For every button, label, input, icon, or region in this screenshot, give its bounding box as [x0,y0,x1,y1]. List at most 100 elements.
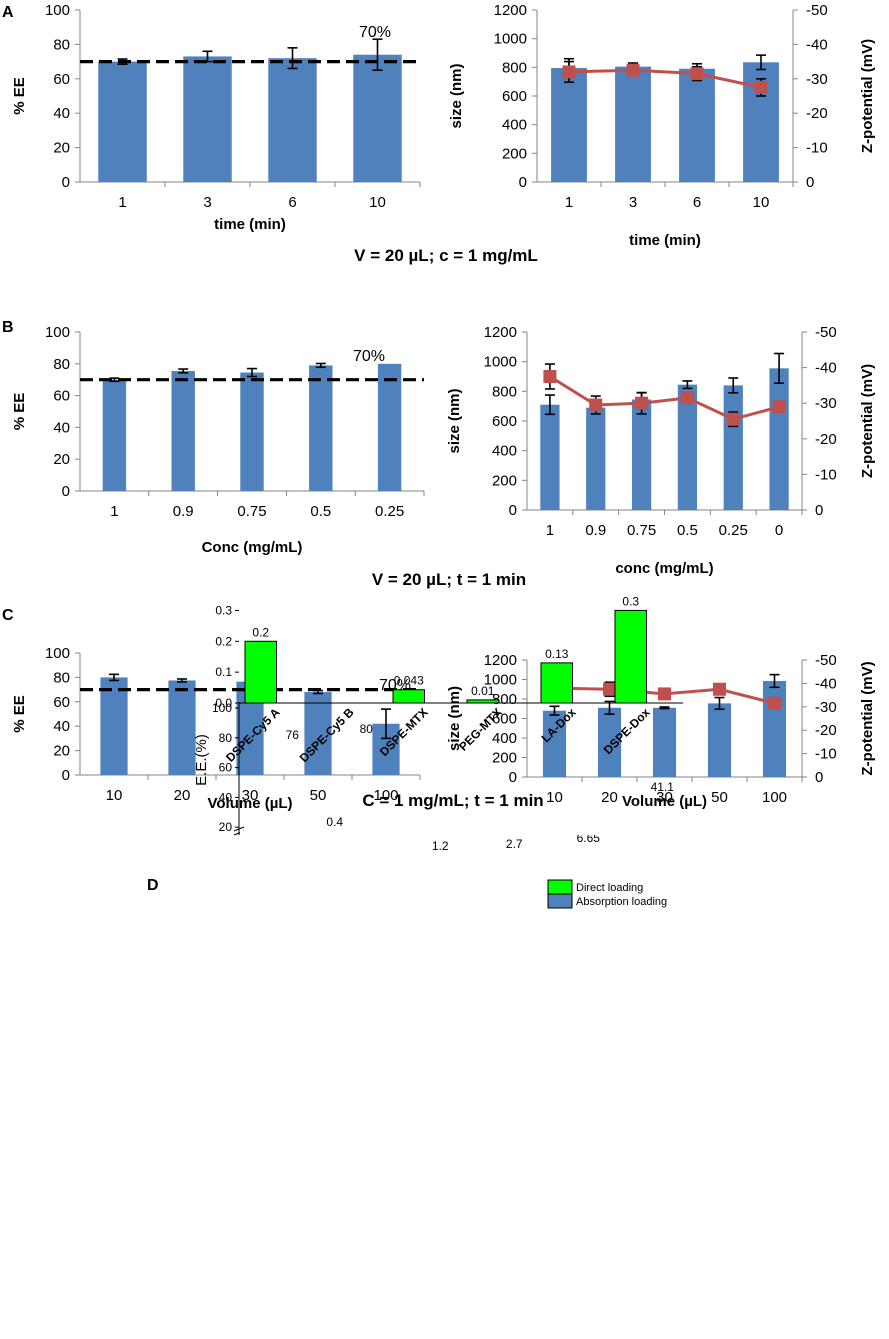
y-tick-label: 0 [509,502,517,519]
y2-tick-label: -20 [806,105,828,122]
absorption-loading-label: 1.2 [432,839,449,853]
y-tick-label: 0 [62,174,70,191]
chart-a-ee: 0 20 40 60 80 100 1 3 6 10 70% time (min) % EE [11,2,421,233]
y-tick-label: 20 [219,820,233,834]
y-tick-label: 20 [53,451,70,468]
zeta-line [568,68,762,89]
zeta-marker [768,696,781,710]
legend-label-direct: Direct loading [576,882,643,894]
y-tick-label: 0.0 [215,696,232,710]
reference-label: 70% [353,348,385,365]
y-tick-label: 80 [53,36,70,53]
y2-tick-label: -20 [815,722,837,739]
zeta-marker [562,65,576,79]
zeta-marker [772,400,786,414]
x-tick-label: 0.75 [237,503,266,520]
size-bar [762,680,787,777]
y2-tick-label: 0 [815,769,823,786]
zeta-marker [658,687,671,701]
x-tick-label: 6 [288,194,296,211]
y-tick-label: 0 [519,174,527,191]
y-tick-label: 400 [492,443,517,460]
x-axis-title: time (min) [214,216,286,233]
condition-c: C = 1 mg/mL; t = 1 min [362,791,543,810]
y2-tick-label: -50 [815,324,837,341]
y-tick-label: 800 [502,59,527,76]
zeta-marker [626,63,640,77]
x-axis-title: Conc (mg/mL) [202,539,303,556]
x-tick-label: 50 [711,789,728,806]
size-bar [652,707,677,777]
y2-axis-title: Z-potential (mV) [859,661,876,775]
x-axis-title: Volume (µL) [207,795,292,812]
y-tick-label: 1200 [494,2,527,19]
y-tick-label: 1200 [484,324,517,341]
y-tick-label: 80 [219,731,233,745]
y-tick-label: 600 [502,88,527,105]
y-tick-label: 200 [502,145,527,162]
size-bar [723,385,743,510]
size-bar [615,66,651,182]
y-axis-title: % EE [11,393,28,431]
x-axis-title: conc (mg/mL) [615,560,713,577]
absorption-loading-label: 76 [286,728,300,742]
y-tick-label: 0.3 [215,603,232,617]
axis-break-mark [233,826,245,832]
condition-b: V = 20 µL; t = 1 min [372,570,526,589]
y-tick-label: 400 [492,730,517,747]
x-tick-label: 100 [373,787,398,804]
zeta-line [549,375,780,421]
x-tick-label: 3 [203,194,211,211]
x-tick-label: 50 [310,787,327,804]
bar [268,58,317,182]
panel-label-c: C [2,607,14,624]
zeta-marker [635,396,649,410]
condition-a: V = 20 µL; c = 1 mg/mL [354,246,538,265]
y-tick-label: 100 [212,701,232,715]
y2-tick-label: -50 [806,2,828,19]
y2-tick-label: -10 [815,466,837,483]
y2-tick-label: -30 [815,395,837,412]
x-tick-label: 0.9 [585,522,606,539]
y-tick-label: 800 [492,691,517,708]
y-tick-label: 40 [219,790,233,804]
y2-tick-label: -50 [815,652,837,669]
y2-tick-label: -40 [815,360,837,377]
chart-b-size-zeta: 0 200 400 600 800 1000 1200 0 -10 -20 -30 -40 -50 1 0.… [446,324,876,577]
chart-a-size-zeta: 0 200 400 600 800 1000 1200 0 -10 -20 -30 -40 -50 1 3 6… [448,2,876,249]
direct-loading-label: 0.043 [394,674,424,688]
zeta-marker [543,370,557,383]
size-bar [707,703,732,777]
direct-loading-bar [244,640,277,704]
bar [100,677,128,775]
bar [171,370,195,491]
size-bar [551,68,587,182]
y-tick-label: 60 [219,761,233,775]
y-tick-label: 60 [53,694,70,711]
x-tick-label: 0.25 [375,503,404,520]
y-tick-label: 80 [53,356,70,373]
size-bar [677,384,698,510]
direct-loading-bar [614,609,647,704]
y-axis-title: size (nm) [446,686,463,751]
x-tick-label: 10 [753,194,770,211]
size-bar [769,368,789,510]
y-tick-label: 100 [45,645,70,662]
y-tick-label: 100 [45,324,70,341]
size-bar [597,707,622,777]
bar [168,680,196,775]
size-bar [542,710,567,777]
bar [98,61,147,182]
y-axis-title: % EE [11,695,28,733]
y-axis-title: size (nm) [446,388,463,453]
y2-tick-label: -40 [815,675,837,692]
direct-loading-label: 0.2 [252,625,269,639]
zeta-marker [603,682,616,696]
y-tick-label: 40 [53,105,70,122]
x-tick-label: 3 [629,194,637,211]
y-tick-label: 0.1 [215,665,232,679]
legend-swatch-absorption [547,893,573,909]
y-tick-label: 60 [53,388,70,405]
x-tick-label: 0.9 [173,503,194,520]
